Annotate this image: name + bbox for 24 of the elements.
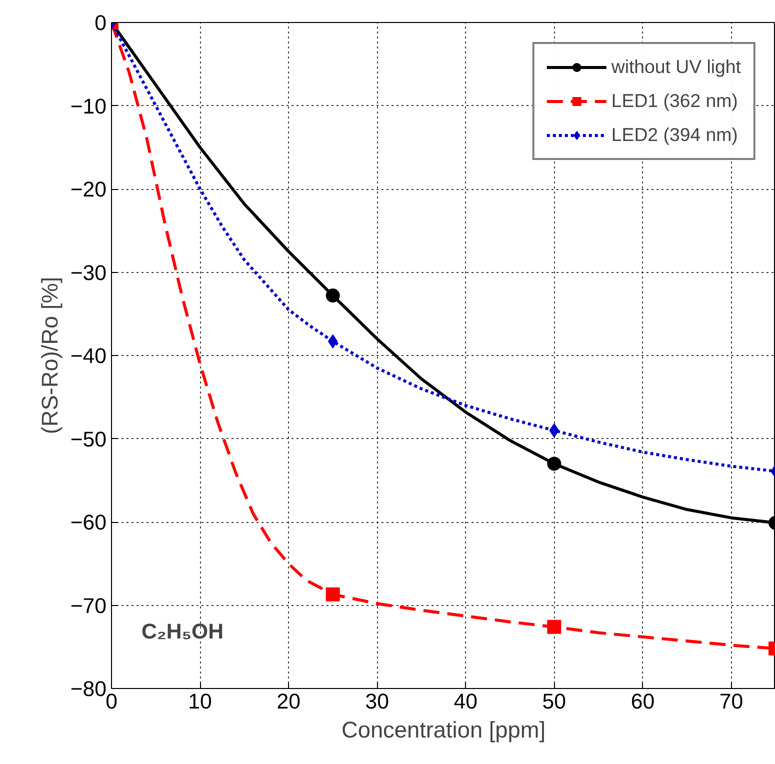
point xyxy=(547,456,562,471)
point xyxy=(326,288,340,303)
legend-label: LED1 (362 nm) xyxy=(611,90,738,112)
y-tick-label: −50 xyxy=(70,427,107,452)
legend-label: LED2 (394 nm) xyxy=(611,124,738,146)
x-tick-label: 70 xyxy=(719,690,744,714)
x-tick-label: 20 xyxy=(276,690,301,714)
y-tick-label: −80 xyxy=(70,677,107,701)
y-tick-label: −20 xyxy=(70,178,107,202)
x-axis-title: Concentration [ppm] xyxy=(341,716,546,742)
annotation: C₂H₅OH xyxy=(142,620,224,644)
y-tick-label: −40 xyxy=(70,344,107,368)
y-tick-label: −30 xyxy=(70,260,107,285)
x-tick-label: 60 xyxy=(630,690,655,714)
x-tick-label: 50 xyxy=(542,690,566,714)
y-tick-label: 0 xyxy=(94,11,107,35)
x-tick-label: 10 xyxy=(188,690,212,714)
x-tick-label: 30 xyxy=(365,690,390,714)
legend-label: without UV light xyxy=(611,56,741,78)
y-tick-label: −60 xyxy=(70,510,107,534)
y-tick-label: −10 xyxy=(70,94,107,118)
y-axis-title: (RS-Ro)/Ro [%] xyxy=(36,276,62,434)
x-tick-label: 40 xyxy=(454,690,478,714)
y-tick-label: −70 xyxy=(70,594,107,618)
